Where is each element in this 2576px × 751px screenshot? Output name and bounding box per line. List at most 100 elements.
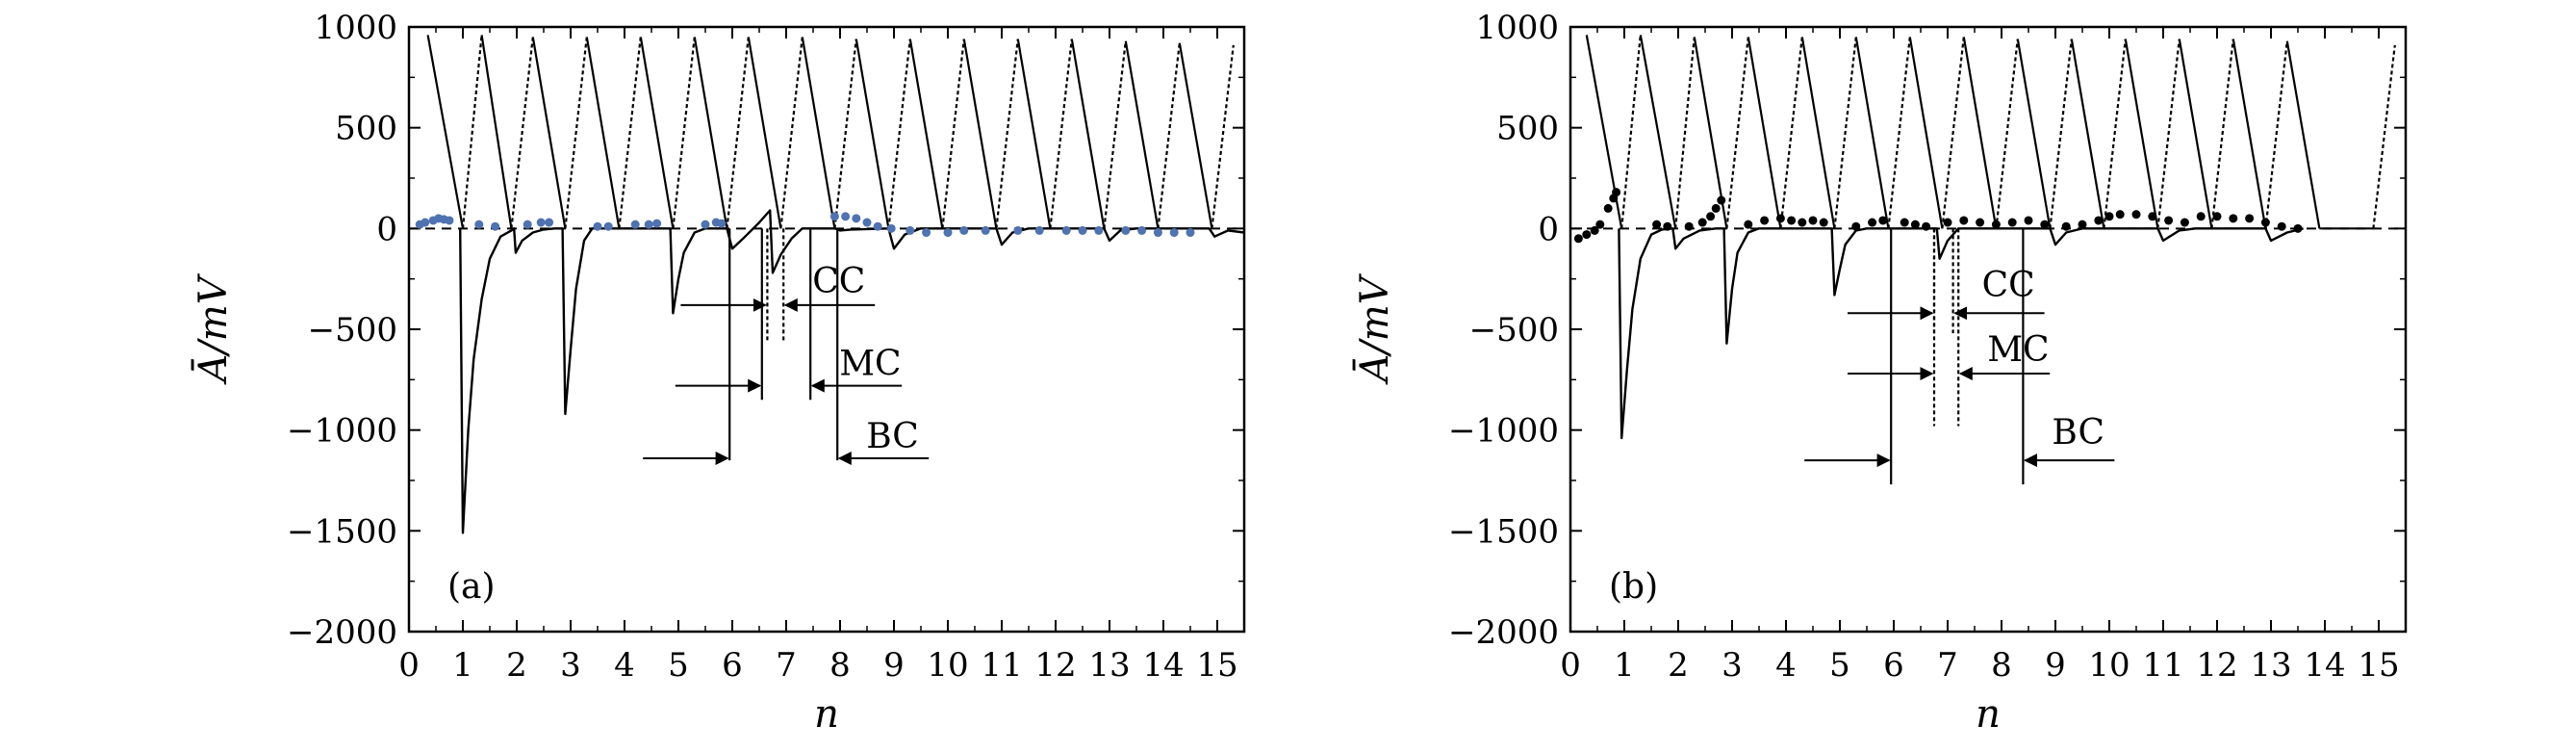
chart-b-scatter-point [2024,216,2033,225]
chart-b-y-axis-label: Ā/mV [1353,272,1397,385]
chart-a-sawtooth-fall [1016,39,1052,229]
chart-b-scatter-point [1991,220,2001,229]
chart-a-sawtooth-rise [461,35,483,229]
chart-b-sawtooth-fall [2285,40,2321,229]
chart-a-panel-label: (a) [447,567,496,607]
chart-a-x-tick-label: 12 [1034,646,1076,685]
chart-b-scatter-point [2277,221,2286,231]
chart-a-y-tick-label: −2000 [287,613,397,652]
chart-a-scatter-point [1034,225,1044,235]
chart-b-sawtooth-rise [2049,39,2073,229]
chart-b-x-axis-label: n [1976,692,2001,737]
chart-a-sawtooth-rise [779,37,803,229]
chart-b-scatter-point [2040,220,2050,229]
panel-a: 0 1 2 3 4 5 6 7 8 9 10 11 12 13 14 1510005000−500−1000−… [191,9,1246,737]
chart-a-sawtooth-fall [480,35,513,229]
chart-a-y-tick-label: −1000 [287,412,397,451]
chart-b-scatter-point [1819,218,1828,227]
chart-a-scatter-point [959,225,969,235]
chart-a-scatter-point [1137,225,1147,235]
chart-b-y-tick-label: −1000 [1448,412,1559,451]
chart-b-panel-label: (b) [1609,567,1658,607]
chart-b-ticks: 0 1 2 3 4 5 6 7 8 9 10 11 12 13 14 1510005000−500−1000−… [1448,9,2406,685]
chart-b-x-tick-label: 10 [2088,646,2130,685]
chart-a-x-tick-label: 4 [614,646,635,685]
chart-a-x-tick-label: 3 [560,646,581,685]
chart-a-y-tick-label: 500 [335,110,397,148]
chart-a-scatter-point [536,218,546,227]
chart-a-sawtooth-fall [639,37,675,229]
chart-b-scatter-point [1595,220,1605,229]
chart-b-x-tick-label: 2 [1668,646,1689,685]
chart-a-x-tick-label: 0 [398,646,420,685]
chart-b-sawtooth-rise [1887,37,1911,229]
chart-b-x-tick-label: 3 [1722,646,1743,685]
chart-b-sawtooth-fall [1854,37,1890,229]
chart-a-y-tick-label: 1000 [314,9,397,47]
chart-b-cc-label: CC [1982,266,2035,305]
chart-a-sawtooth-rise [510,37,534,229]
chart-b-plot-frame [1569,25,2408,634]
chart-b-scatter-point [1959,216,1969,225]
chart-a-sawtooth-rise [1157,42,1181,229]
chart-a-x-tick-label: 1 [452,646,473,685]
chart-b-scatter-point [2212,212,2222,221]
chart-a-mc-label: MC [839,345,901,384]
chart-b-sawtooth-rise [1674,37,1696,229]
chart-b-x-tick-label: 15 [2358,646,2399,685]
chart-a-sawtooth-rise [1049,39,1073,229]
chart-b-scatter-point [1663,221,1672,231]
chart-b-scatter-point [1697,218,1707,227]
chart-a-scatter-point [701,220,710,229]
chart-b-scatter-point [1684,221,1694,231]
chart-b-scatter-point [1744,220,1753,229]
chart-a-y-tick-label: −1500 [287,512,397,551]
chart-b-scatter-point [2148,212,2157,221]
chart-a-sawtooth-rise [833,39,857,229]
chart-a-sawtooth-fall [531,37,567,229]
chart-b-x-tick-label: 1 [1614,646,1635,685]
chart-a-scatter-point [1186,228,1195,238]
chart-b-sawtooth-fall [2124,39,2159,229]
chart-a-x-tick-label: 15 [1196,646,1237,685]
chart-b-x-tick-label: 6 [1883,646,1904,685]
chart-b-scatter-point [1878,216,1888,225]
chart-b-scatter [1573,188,2303,244]
chart-a-scatter-point [1078,225,1087,235]
chart-a-cc-label: CC [812,262,865,301]
chart-b-sawtooth-fall [1908,37,1944,229]
chart-b-x-tick-label: 11 [2142,646,2183,685]
chart-a-bc-label: BC [866,417,919,456]
chart-a-annotations: CC MC BC [643,228,930,465]
chart-a-y-tick-label: −500 [308,311,397,350]
chart-a-sawtooth-rise [1103,40,1127,229]
chart-b-y-tick-label: 500 [1496,110,1559,148]
chart-a-x-tick-label: 10 [927,646,968,685]
chart-a-scatter-point [873,221,882,231]
chart-a-y-tick-label: 0 [376,210,397,248]
chart-a-scatter-point [1153,228,1162,238]
chart-b-x-tick-label: 4 [1775,646,1797,685]
chart-b-sawtooth-fall [2016,39,2052,229]
panel-b: 0 1 2 3 4 5 6 7 8 9 10 11 12 13 14 1510005000−500−1000−… [1353,9,2408,737]
chart-b-sawtooth-rise [2372,44,2396,229]
chart-b-scatter-point [1868,218,1877,227]
chart-b-scatter-point [2293,223,2303,233]
chart-a-sawtooth-rise [564,37,588,229]
chart-a-scatter-point [981,225,990,235]
chart-a-scatter-point [630,220,640,229]
chart-b-sawtooth-rise [1995,39,2019,229]
chart-b-x-tick-label: 9 [2045,646,2066,685]
chart-b-scatter-point [2061,221,2071,231]
chart-a-scatter-point [474,220,484,229]
chart-b-scatter-point [2094,216,2104,225]
chart-b-scatter-point [2007,218,2017,227]
chart-b-sawtooth-fall [2070,39,2105,229]
chart-b-sawtooth-rise [1620,35,1642,229]
chart-b-sawtooth-rise [2103,39,2127,229]
chart-b-sawtooth-rise [1779,37,1803,229]
chart-b-bc-label: BC [2052,413,2104,453]
chart-a-x-tick-label: 2 [506,646,527,685]
chart-b-x-tick-label: 7 [1937,646,1958,685]
chart-b-scatter-point [1900,218,1909,227]
